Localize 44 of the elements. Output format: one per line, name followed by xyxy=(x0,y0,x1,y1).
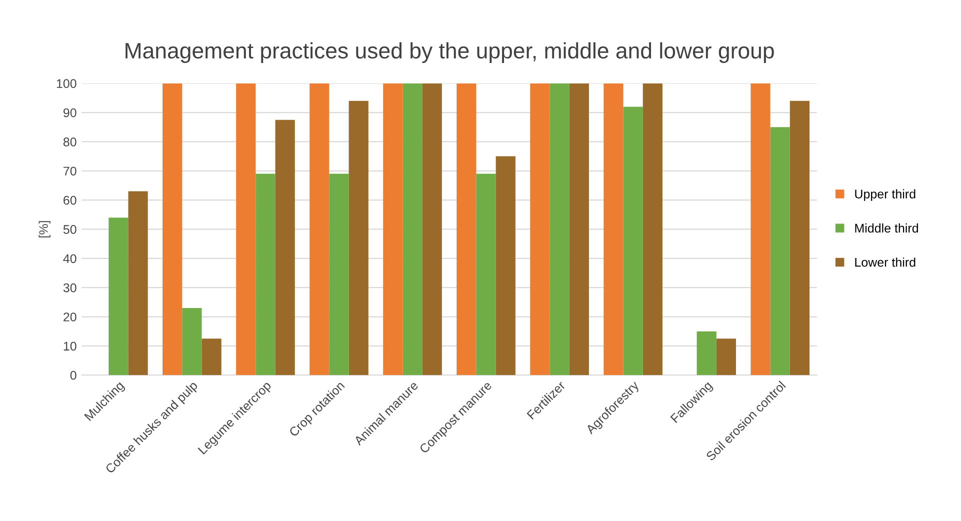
bar xyxy=(569,83,589,376)
bar xyxy=(202,338,222,376)
bar xyxy=(182,308,202,376)
bar xyxy=(275,120,295,376)
y-tick-label: 0 xyxy=(70,370,76,380)
bar xyxy=(236,83,256,376)
y-tick-label: 60 xyxy=(64,196,76,205)
y-tick-label: 50 xyxy=(63,225,76,234)
y-tick-label: 100 xyxy=(56,79,76,88)
bar xyxy=(696,331,716,376)
bar xyxy=(550,83,570,376)
y-tick-label: 40 xyxy=(63,254,76,264)
legend-label: Middle third xyxy=(855,223,918,233)
bar xyxy=(162,83,182,376)
bar xyxy=(770,127,790,376)
y-tick-label: 70 xyxy=(64,166,76,176)
bar xyxy=(623,106,643,376)
bar xyxy=(348,100,368,376)
y-tick-label: 80 xyxy=(63,138,76,146)
y-tick-label: 20 xyxy=(64,312,76,322)
bar xyxy=(329,174,349,376)
bar xyxy=(310,83,330,376)
chart-title: Management practices used by the upper, middle and lower group xyxy=(126,42,774,63)
bar xyxy=(476,174,496,376)
bar xyxy=(790,100,810,376)
y-tick-label: 30 xyxy=(63,283,76,292)
bar xyxy=(456,83,476,376)
bar xyxy=(422,83,442,376)
bar xyxy=(750,83,770,376)
bar xyxy=(108,218,128,376)
bar xyxy=(604,83,624,376)
y-axis-title: [%] xyxy=(38,221,50,238)
y-tick-label: 10 xyxy=(64,342,76,351)
y-tick-label: 90 xyxy=(64,108,76,118)
legend-label: Upper third xyxy=(855,189,916,201)
bar xyxy=(402,83,422,376)
bar xyxy=(716,338,736,376)
bar xyxy=(128,191,148,376)
bar xyxy=(530,83,550,376)
bar xyxy=(642,83,662,376)
legend-label: Lower third xyxy=(855,258,916,267)
bar xyxy=(383,83,403,376)
bar xyxy=(256,174,276,376)
bar xyxy=(496,156,516,376)
